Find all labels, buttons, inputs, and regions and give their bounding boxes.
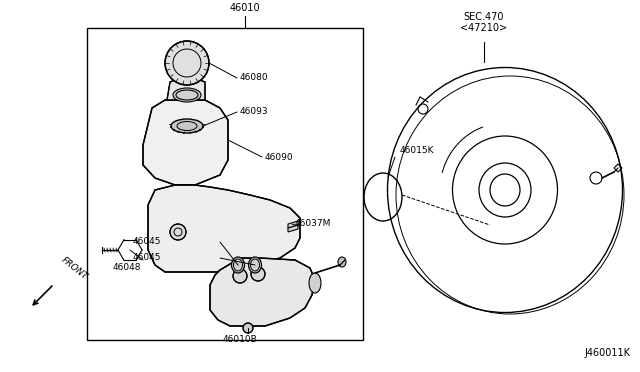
Ellipse shape [248, 257, 262, 273]
Circle shape [243, 323, 253, 333]
Circle shape [165, 41, 209, 85]
Text: 46010: 46010 [230, 3, 260, 13]
Text: 46090: 46090 [265, 153, 294, 161]
Text: 46080: 46080 [240, 74, 269, 83]
Text: 46015K: 46015K [400, 146, 435, 155]
Ellipse shape [309, 273, 321, 293]
Polygon shape [210, 258, 315, 326]
Text: 46037M: 46037M [295, 219, 332, 228]
Text: 46045: 46045 [133, 237, 161, 247]
Ellipse shape [232, 257, 244, 273]
Text: J460011K: J460011K [584, 348, 630, 358]
Circle shape [170, 224, 186, 240]
Bar [87, 28, 363, 340]
Text: FRONT: FRONT [60, 256, 90, 282]
Polygon shape [148, 185, 300, 272]
Polygon shape [167, 78, 205, 100]
Text: 46010B: 46010B [223, 335, 257, 344]
Text: 46093: 46093 [240, 108, 269, 116]
Circle shape [233, 269, 247, 283]
Ellipse shape [171, 119, 203, 133]
Ellipse shape [338, 257, 346, 267]
Text: <47210>: <47210> [460, 23, 508, 33]
Polygon shape [143, 100, 228, 185]
Text: 46045: 46045 [133, 253, 161, 263]
Circle shape [251, 267, 265, 281]
Ellipse shape [173, 88, 201, 102]
Polygon shape [288, 221, 298, 232]
Text: SEC.470: SEC.470 [464, 12, 504, 22]
Text: 46048: 46048 [113, 263, 141, 273]
